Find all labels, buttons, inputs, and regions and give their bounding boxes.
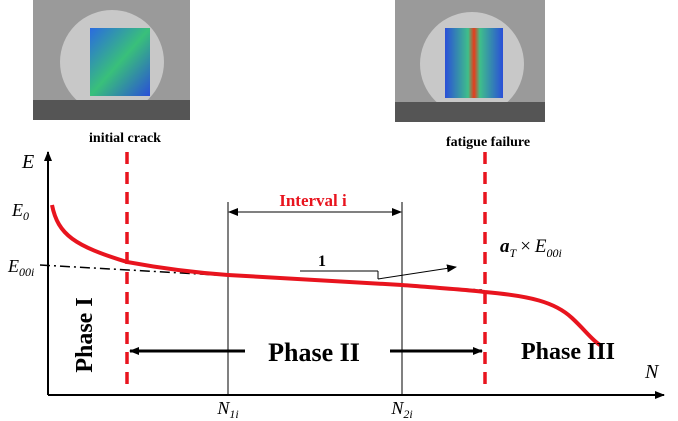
e0-sub: 0 [23, 209, 29, 223]
rate-sub2: 00i [547, 246, 562, 260]
photo-initial [33, 0, 190, 120]
e00i-base: E [7, 256, 19, 276]
slope-arrow [377, 264, 457, 280]
n1i-sub: 1i [229, 407, 238, 421]
e0-label: E0 [11, 200, 29, 223]
y-axis-label: E [21, 151, 34, 173]
n2i-sub: 2i [403, 407, 412, 421]
rate-op: × [520, 236, 531, 257]
rate-label: aT × E00i [500, 236, 562, 260]
e00i-sub: 00i [19, 265, 34, 279]
rate-base2: E [534, 236, 547, 257]
n1i-base: N [216, 398, 230, 418]
rate-base: a [500, 236, 510, 257]
n1i-label: N1i [216, 398, 238, 421]
interval-label: Interval i [279, 191, 347, 210]
e0-base: E [11, 200, 23, 220]
photo-caption: initial crack [89, 131, 161, 146]
n2i-base: N [390, 398, 404, 418]
x-axis-label: N [644, 361, 660, 383]
photo-caption: fatigue failure [446, 135, 530, 150]
rate-sub: T [510, 246, 518, 260]
e00i-label: E00i [7, 256, 34, 279]
photo-failure [395, 0, 545, 122]
modulus-curve [50, 204, 602, 347]
phase-label: Phase III [521, 339, 615, 365]
phase-label: Phase II [268, 338, 360, 367]
slope-label: 1 [318, 253, 326, 270]
n2i-label: N2i [390, 398, 412, 421]
phase-label: Phase I [72, 297, 98, 372]
